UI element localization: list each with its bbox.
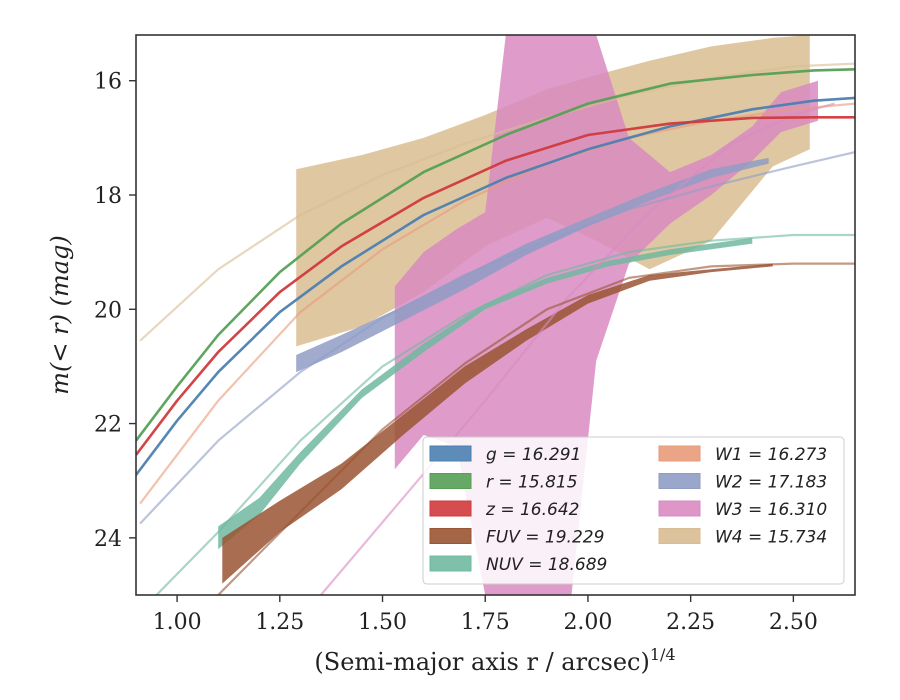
curve-fuv <box>217 262 855 595</box>
x-tick-label: 1.50 <box>358 610 407 635</box>
y-tick-label: 22 <box>94 413 122 438</box>
legend-label-fuv: FUV = 19.229 <box>486 528 604 548</box>
curve-g <box>136 96 855 476</box>
x-tick-label: 1.25 <box>255 610 304 635</box>
y-tick-label: 18 <box>94 184 122 209</box>
curve-r <box>136 68 855 442</box>
curve-z <box>136 116 855 456</box>
y-axis-title: m(< r) (mag) <box>46 235 74 394</box>
legend-swatch-w4 <box>658 528 701 544</box>
band-w2 <box>296 157 769 373</box>
legend-swatch-fuv <box>429 528 472 544</box>
y-tick-label: 20 <box>94 298 122 323</box>
x-tick-label: 1.00 <box>153 610 202 635</box>
legend-label-g: g = 16.291 <box>486 445 581 465</box>
x-axis-title: (Semi-major axis r / arcsec)1/4 <box>314 645 675 676</box>
curve-nuv <box>155 233 855 595</box>
legend-frame <box>422 436 845 585</box>
legend-swatch-g <box>429 445 472 462</box>
legend-swatch-nuv <box>429 555 472 572</box>
legend-label-w4: W4 = 15.734 <box>715 528 827 548</box>
x-axis-ticks: 1.00 1.25 1.50 1.75 2.00 2.25 2.50 <box>153 595 818 635</box>
x-axis-title-text: (Semi-major axis r / arcsec) <box>314 648 649 676</box>
x-tick-label: 1.75 <box>461 610 510 635</box>
legend-swatch-w3 <box>658 500 701 517</box>
x-tick-label: 2.50 <box>769 610 818 635</box>
x-tick-label: 2.00 <box>563 610 612 635</box>
legend-label-nuv: NUV = 18.689 <box>486 555 607 575</box>
y-tick-label: 24 <box>94 527 122 552</box>
legend-label-w1: W1 = 16.273 <box>715 445 827 465</box>
x-axis-title-superscript: 1/4 <box>650 645 676 664</box>
legend-label-w2: W2 = 17.183 <box>715 473 827 493</box>
curve-w4 <box>139 62 855 342</box>
model-curves <box>136 62 855 595</box>
plot-frame <box>135 34 856 596</box>
curve-w3 <box>320 102 835 595</box>
curve-w2 <box>139 151 855 525</box>
legend-swatch-w1 <box>658 445 701 462</box>
curve-w1 <box>139 102 855 505</box>
legend-label-z: z = 16.642 <box>485 500 579 520</box>
legend: g = 16.291 r = 15.815 z = 16.642 FUV = 19.2… <box>422 436 845 585</box>
x-tick-label: 2.25 <box>666 610 715 635</box>
legend-swatch-r <box>429 473 472 489</box>
legend-label-r: r = 15.815 <box>486 473 578 493</box>
legend-label-w3: W3 = 16.310 <box>715 500 827 520</box>
legend-swatch-z <box>429 500 472 517</box>
y-tick-label: 16 <box>94 70 122 95</box>
y-axis-ticks: 16 18 20 22 24 <box>94 70 136 552</box>
legend-swatch-w2 <box>658 473 701 489</box>
